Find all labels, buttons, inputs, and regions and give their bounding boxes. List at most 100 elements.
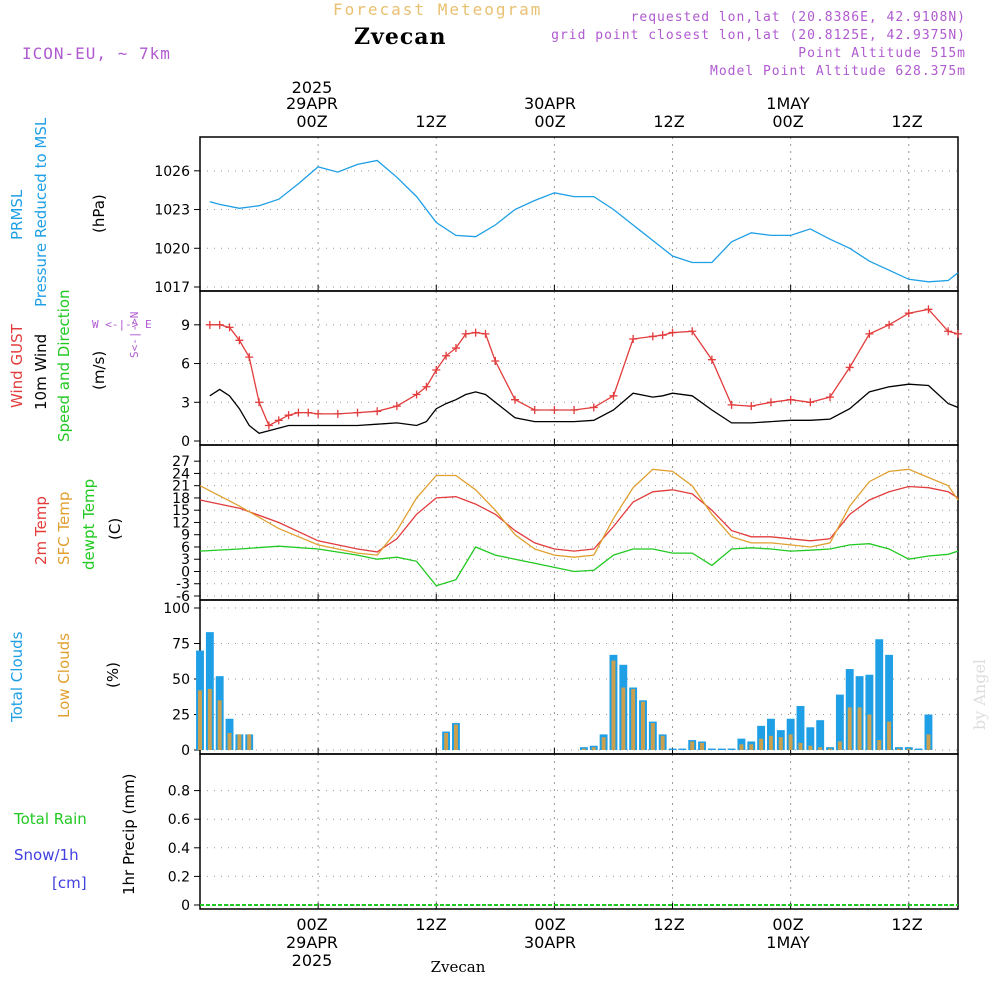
compass-we: W <-|-> E: [92, 318, 152, 331]
low-cloud-bar: [759, 738, 764, 750]
y-tick-label: 3: [181, 395, 190, 411]
y-tick-label: -3: [176, 577, 190, 593]
total-cloud-bar: [904, 747, 913, 750]
gust-marker: [954, 329, 962, 338]
gust-marker: [245, 353, 254, 362]
panel-4: 0 0.2 0.4 0.6 0.8: [168, 753, 959, 914]
gust-marker: [412, 390, 421, 399]
station-title: Zvecan: [354, 24, 447, 50]
low-cloud-bar: [227, 732, 232, 750]
gust-marker: [225, 323, 234, 332]
series-dewpt-temp: [199, 543, 959, 587]
gust-marker: [845, 363, 854, 372]
total-cloud-bar: [914, 748, 923, 750]
low-cloud-bar: [444, 732, 449, 750]
low-cloud-bar: [808, 745, 813, 750]
gust-marker: [491, 356, 500, 365]
low-cloud-bar: [926, 734, 931, 750]
low-cloud-bar: [837, 741, 842, 750]
y-tick-label: 6: [181, 540, 190, 556]
y-tick-label: 75: [172, 637, 190, 653]
y-tick-label: 0.8: [168, 784, 190, 800]
gust-marker: [550, 406, 559, 415]
y-tick-label: 0: [181, 898, 190, 914]
snow-unit-label: [cm]: [52, 874, 87, 892]
y-tick-label: 0.2: [168, 869, 190, 885]
point-altitude: Point Altitude 515m: [798, 46, 966, 61]
panel-frame: [199, 136, 959, 292]
y-tick-label: 50: [172, 672, 190, 688]
gust-marker: [806, 398, 815, 407]
panel-3: 0 25 50 75 100: [163, 599, 959, 759]
gust-marker: [284, 411, 293, 420]
low-cloud-bar: [867, 714, 872, 750]
total-cloud-bar: [885, 654, 894, 750]
model-label: ICON-EU, ~ 7km: [22, 44, 171, 63]
y-tick-label: 1026: [154, 164, 190, 180]
y-tick-label: -6: [176, 589, 190, 605]
gust-marker: [481, 329, 490, 338]
gust-marker: [904, 309, 913, 318]
total-cloud-bar: [865, 674, 874, 750]
y-tick-label: 12: [172, 515, 190, 531]
requested-coords: requested lon,lat (20.8386E, 42.9108N): [630, 10, 966, 25]
low-cloud-bar: [217, 700, 222, 750]
total-cloud-bar: [717, 748, 726, 750]
gust-marker: [826, 393, 835, 402]
gust-marker: [511, 395, 520, 404]
y-tick-label: 9: [181, 318, 190, 334]
panel-frame: [199, 599, 959, 755]
total-cloud-bar: [767, 718, 775, 750]
y-tick-label: 100: [163, 601, 190, 617]
series-prmsl: [209, 159, 959, 283]
total-cloud-bar: [806, 727, 815, 750]
low-cloud-bar: [611, 660, 616, 750]
total-cloud-bar: [816, 720, 825, 750]
low-cloud-bar: [828, 748, 832, 750]
gust-marker: [442, 351, 451, 360]
low-cloud-bar: [887, 721, 892, 750]
gust-marker: [373, 407, 382, 416]
total-cloud-bar: [826, 747, 834, 750]
model-altitude: Model Point Altitude 628.375m: [710, 64, 966, 79]
gust-marker: [629, 335, 638, 344]
gust-marker: [432, 366, 441, 374]
y-tick-label: 18: [172, 491, 190, 507]
total-cloud-bar: [924, 714, 933, 750]
total-cloud-bar: [707, 748, 716, 750]
low-cloud-bar: [749, 744, 754, 750]
y-tick-label: 0.6: [168, 812, 190, 828]
y-tick-label: 0.4: [168, 841, 190, 857]
total-cloud-bar: [579, 747, 588, 750]
gust-marker: [392, 402, 401, 411]
low-cloud-bar: [601, 737, 606, 750]
total-cloud-bar: [875, 639, 884, 750]
gust-marker: [589, 403, 598, 412]
low-cloud-bar: [739, 744, 744, 750]
gust-marker: [786, 395, 795, 404]
series-sfc-temp: [199, 468, 959, 558]
gust-marker: [530, 406, 539, 415]
total-cloud-bar: [894, 747, 903, 750]
low-cloud-bar: [207, 688, 212, 750]
gust-marker: [304, 408, 313, 417]
gust-marker: [264, 421, 273, 430]
gust-marker: [648, 332, 657, 341]
gust-marker: [451, 344, 460, 353]
low-cloud-bar: [237, 734, 242, 750]
gust-marker: [944, 327, 953, 336]
gust-marker: [471, 328, 480, 337]
low-cloud-bar: [818, 747, 823, 750]
low-cloud-bar: [581, 748, 586, 750]
low-cloud-bar: [847, 707, 852, 750]
gust-marker: [766, 398, 775, 407]
total-cloud-bar: [727, 748, 736, 750]
low-cloud-bar: [641, 701, 645, 750]
low-cloud-bar: [896, 748, 901, 750]
gust-marker: [255, 398, 264, 407]
panel-1: 0 3 6 9: [181, 290, 962, 450]
y-tick-label: 0: [181, 743, 190, 759]
y-tick-label: 0: [181, 564, 190, 580]
gust-marker: [205, 320, 214, 329]
